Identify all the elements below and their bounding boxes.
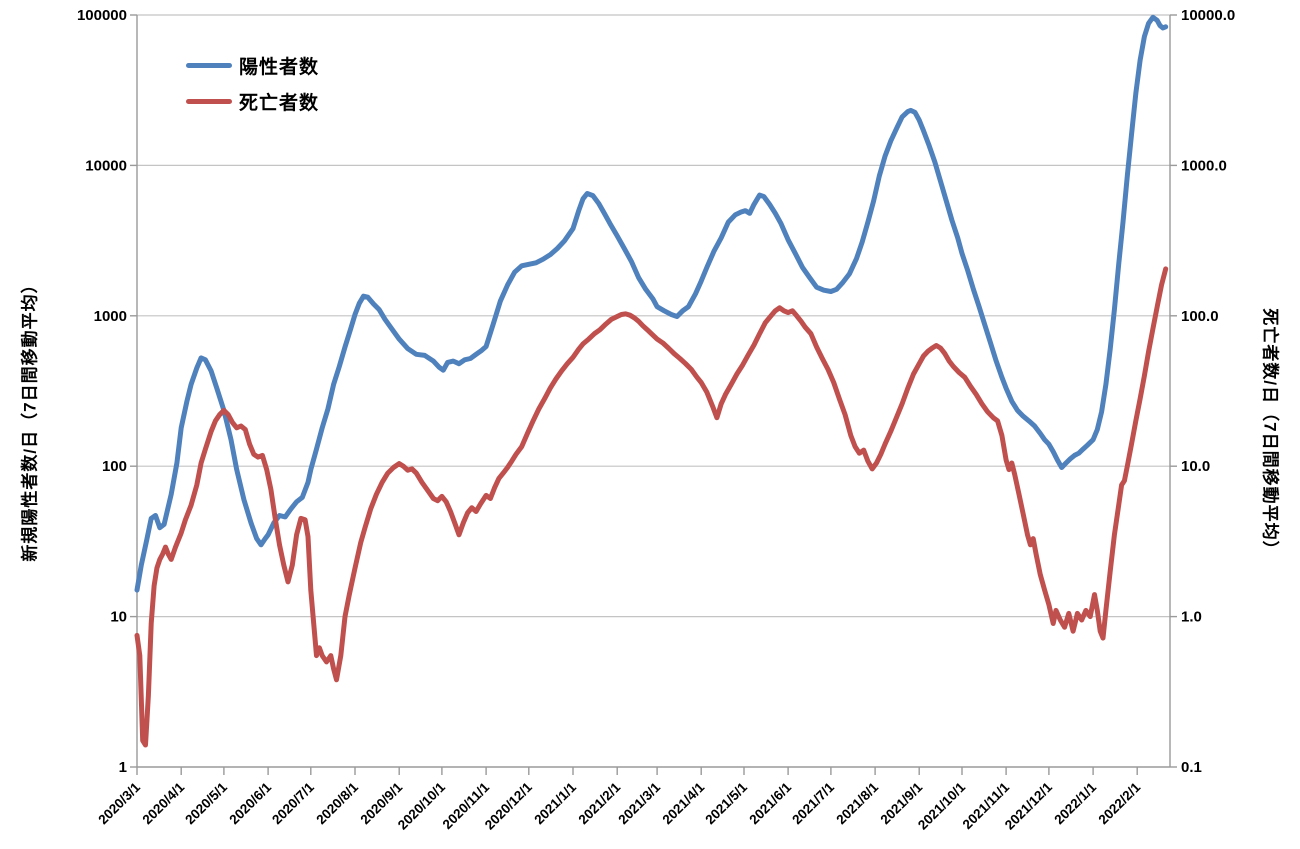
legend-item-cases: 陽性者数	[186, 52, 319, 79]
axes	[136, 15, 1171, 768]
svg-text:100000: 100000	[77, 7, 127, 24]
svg-text:2020/3/1: 2020/3/1	[95, 779, 143, 827]
svg-text:2021/6/1: 2021/6/1	[746, 779, 794, 827]
svg-text:2020/10/1: 2020/10/1	[395, 779, 448, 832]
svg-text:2021/3/1: 2021/3/1	[615, 779, 663, 827]
svg-text:2020/12/1: 2020/12/1	[482, 779, 535, 832]
series-line-cases	[134, 14, 1169, 593]
svg-text:1.0: 1.0	[1181, 609, 1202, 626]
svg-text:100.0: 100.0	[1181, 308, 1219, 325]
svg-text:10000.0: 10000.0	[1181, 7, 1235, 24]
svg-text:2021/2/1: 2021/2/1	[576, 779, 624, 827]
svg-text:2021/4/1: 2021/4/1	[660, 779, 708, 827]
series-line-deaths	[134, 266, 1169, 748]
x-axis-ticks: 2020/3/12020/4/12020/5/12020/6/12020/7/1…	[95, 767, 1144, 833]
left-axis-title: 新規陽性者数/日（7日間移動平均）	[20, 275, 40, 562]
svg-text:10: 10	[110, 609, 127, 626]
svg-text:2021/12/1: 2021/12/1	[1002, 779, 1055, 832]
svg-text:1: 1	[119, 759, 127, 776]
svg-text:1000.0: 1000.0	[1181, 157, 1227, 174]
svg-text:0.1: 0.1	[1181, 759, 1202, 776]
svg-text:2021/7/1: 2021/7/1	[789, 779, 837, 827]
svg-text:10000: 10000	[85, 157, 127, 174]
left-axis-ticks: 1 10 100 1000 10000 100000	[77, 7, 137, 776]
svg-text:2020/7/1: 2020/7/1	[269, 779, 317, 827]
legend-label-deaths: 死亡者数	[239, 93, 320, 114]
svg-text:2020/4/1: 2020/4/1	[140, 779, 188, 827]
svg-text:1000: 1000	[94, 308, 127, 325]
svg-text:2021/1/1: 2021/1/1	[531, 779, 579, 827]
svg-text:2021/5/1: 2021/5/1	[702, 779, 750, 827]
deaths-line-swatch	[186, 99, 232, 104]
svg-text:2022/1/1: 2022/1/1	[1051, 779, 1099, 827]
svg-text:2021/10/1: 2021/10/1	[915, 779, 968, 832]
svg-text:100: 100	[102, 458, 127, 475]
right-axis-ticks: 0.1 1.0 10.0 100.0 1000.0 10000.0	[1170, 7, 1235, 776]
legend-label-cases: 陽性者数	[239, 57, 320, 78]
svg-text:2020/6/1: 2020/6/1	[226, 779, 274, 827]
right-axis-title: 死亡者数/日（7日間移動平均）	[1260, 308, 1280, 559]
chart-legend: 陽性者数 死亡者数	[186, 52, 319, 115]
legend-item-deaths: 死亡者数	[186, 88, 319, 115]
svg-text:2021/8/1: 2021/8/1	[833, 779, 881, 827]
svg-text:2020/8/1: 2020/8/1	[313, 779, 361, 827]
svg-text:2022/2/1: 2022/2/1	[1096, 779, 1144, 827]
svg-text:2020/5/1: 2020/5/1	[182, 779, 230, 827]
svg-text:10.0: 10.0	[1181, 458, 1210, 475]
cases-line-swatch	[186, 63, 232, 68]
